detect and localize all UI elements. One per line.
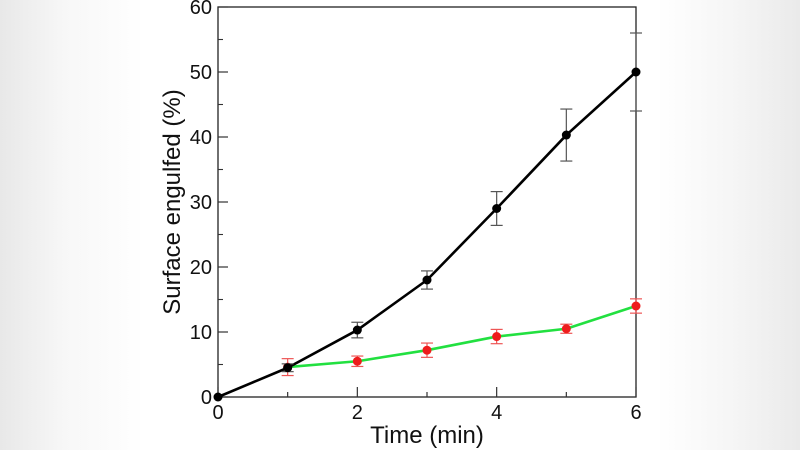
data-point: [422, 275, 432, 285]
data-point: [213, 392, 223, 402]
y-tick-label: 60: [190, 0, 212, 19]
data-point: [492, 204, 502, 213]
data-point: [561, 324, 571, 334]
y-tick-label: 20: [190, 257, 212, 279]
y-axis-label: Surface engulfed (%): [159, 89, 186, 314]
data-point: [561, 130, 571, 140]
x-tick-label: 2: [352, 402, 363, 424]
y-tick-label: 10: [190, 322, 212, 344]
y-tick-label: 40: [190, 127, 212, 149]
y-tick-label: 30: [190, 192, 212, 214]
x-tick-label: 4: [491, 402, 502, 424]
x-tick-label: 0: [212, 402, 223, 424]
series-line: [287, 304, 637, 369]
data-point: [631, 67, 641, 77]
x-axis-label: Time (min): [370, 422, 484, 449]
data-point: [283, 363, 293, 373]
data-point: [352, 356, 362, 366]
data-point: [631, 301, 641, 311]
data-point: [422, 345, 432, 355]
x-tick-label: 6: [630, 402, 641, 424]
plot-frame: [217, 6, 637, 398]
data-point: [492, 332, 502, 342]
y-tick-label: 0: [201, 387, 212, 409]
data-point: [352, 325, 362, 335]
y-tick-label: 50: [190, 62, 212, 84]
chart-panel: [140, 0, 660, 450]
